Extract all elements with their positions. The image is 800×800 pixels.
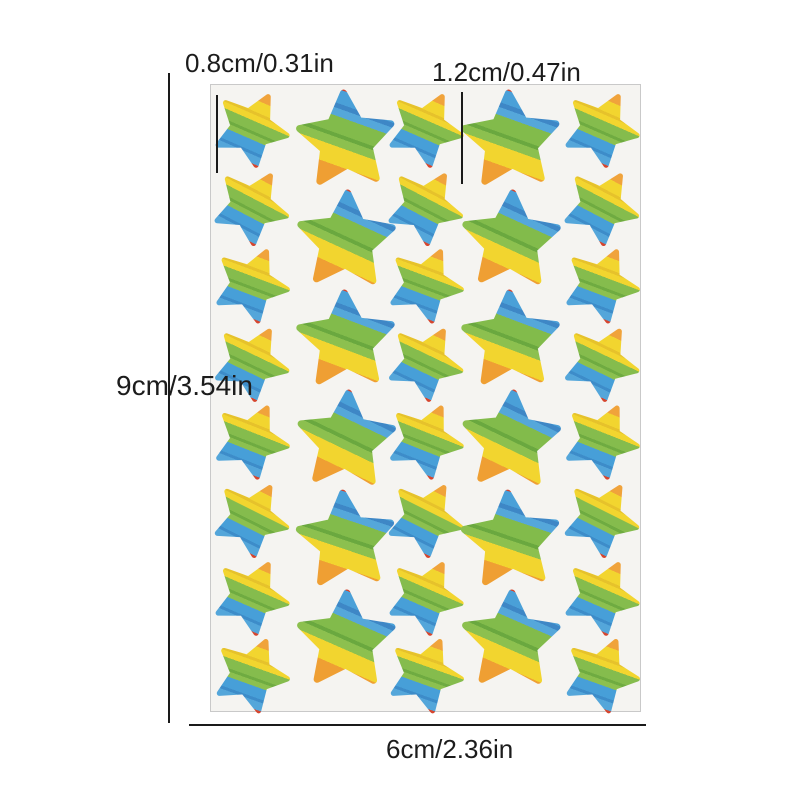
star-sticker-large bbox=[458, 88, 563, 193]
star-sticker-small bbox=[384, 634, 465, 715]
sheet-height-label: 9cm/3.54in bbox=[116, 370, 253, 401]
star-sticker-small bbox=[561, 245, 641, 325]
star-sticker-small bbox=[560, 166, 641, 247]
star-sticker-small bbox=[211, 479, 291, 559]
star-sticker-large bbox=[460, 590, 562, 692]
star-sticker-large bbox=[293, 388, 398, 493]
star-sticker-small bbox=[385, 245, 465, 325]
star-sticker-small bbox=[384, 166, 465, 247]
star-sticker-large bbox=[459, 289, 562, 392]
star-sticker-small bbox=[562, 402, 641, 481]
star-sticker-small bbox=[562, 324, 641, 403]
sticker-column-large-1 bbox=[296, 85, 396, 691]
sheet-width-measure-line bbox=[189, 724, 646, 726]
star-sticker-large bbox=[295, 590, 397, 692]
star-sticker-small bbox=[563, 559, 639, 635]
star-sticker-small bbox=[387, 559, 463, 635]
sticker-column-small-3 bbox=[563, 85, 639, 713]
small-star-measure-line bbox=[216, 95, 218, 173]
star-sticker-large bbox=[458, 388, 563, 493]
star-sticker-small bbox=[563, 91, 639, 167]
sheet-width-label: 6cm/2.36in bbox=[386, 734, 514, 764]
sticker-column-small-2 bbox=[387, 85, 463, 713]
star-sticker-small bbox=[212, 402, 291, 481]
star-sticker-small bbox=[385, 479, 465, 559]
small-star-size-label: 0.8cm/0.31in bbox=[185, 48, 334, 78]
star-sticker-small bbox=[213, 91, 289, 167]
star-sticker-small bbox=[210, 166, 291, 247]
sheet-height-measure-line bbox=[168, 73, 170, 723]
star-sticker-large bbox=[458, 488, 565, 595]
star-sticker-small bbox=[386, 324, 465, 403]
star-sticker-small bbox=[387, 91, 463, 167]
star-sticker-small bbox=[210, 634, 291, 715]
star-sticker-large bbox=[294, 189, 397, 292]
star-sticker-large bbox=[293, 488, 400, 595]
star-sticker-small bbox=[561, 479, 641, 559]
star-sticker-small bbox=[213, 559, 289, 635]
large-star-size-label: 1.2cm/0.47in bbox=[432, 57, 581, 87]
sticker-column-large-2 bbox=[461, 85, 561, 691]
star-sticker-small bbox=[386, 402, 465, 481]
sticker-sheet bbox=[210, 84, 641, 712]
star-sticker-small bbox=[211, 245, 291, 325]
star-sticker-small bbox=[560, 634, 641, 715]
star-sticker-large bbox=[459, 189, 562, 292]
star-sticker-large bbox=[294, 289, 397, 392]
star-sticker-large bbox=[293, 88, 398, 193]
large-star-measure-line bbox=[461, 92, 463, 184]
